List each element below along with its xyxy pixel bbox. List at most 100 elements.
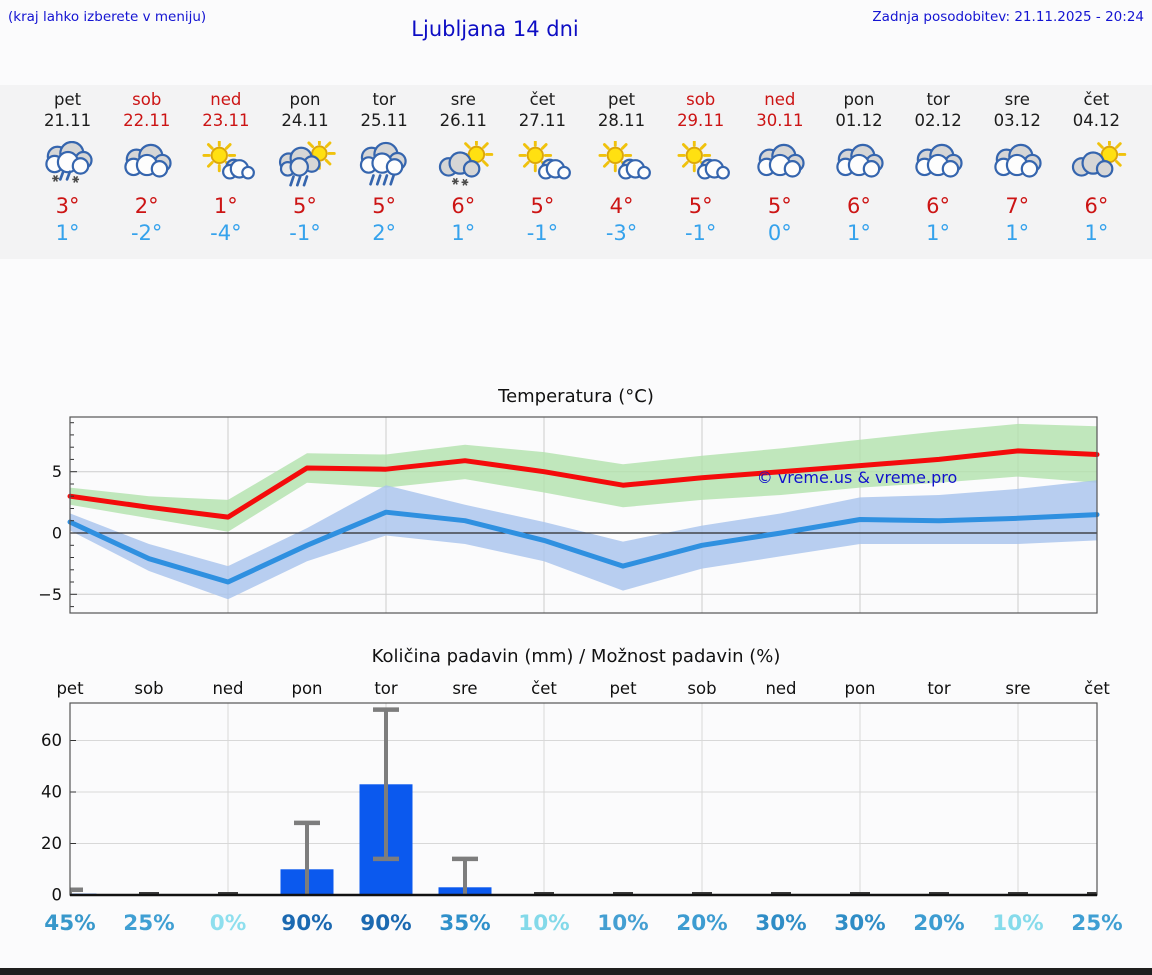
day-high-temp: 5° [372,194,397,218]
day-name: čet [1083,90,1110,109]
precip-ytick-label: 20 [41,834,62,853]
day-high-temp: 6° [451,194,476,218]
day-column[interactable]: tor 02.12 6° 1° [899,85,978,259]
day-date: 22.11 [123,111,171,130]
day-column[interactable]: ned 30.11 5° 0° [740,85,819,259]
rain-icon [359,141,407,186]
day-low-temp: 1° [55,221,80,245]
day-date: 24.11 [281,111,329,130]
day-column[interactable]: sre 26.11 6° 1° [424,85,503,259]
day-column[interactable]: pet 28.11 4° -3° [582,85,661,259]
day-strip: pet 21.11 3° 1° sob 22.11 2° -2° ned 23.11 1° -4° po… [28,85,1136,259]
day-high-temp: 5° [530,194,555,218]
day-name: sre [450,90,476,109]
cloudy-icon [123,143,172,178]
day-date: 27.11 [518,111,567,130]
day-high-temp: 5° [688,194,713,218]
day-low-temp: 1° [1005,221,1030,245]
day-strip-band: pet 21.11 3° 1° sob 22.11 2° -2° ned 23.11 1° -4° po… [0,85,1152,259]
day-column[interactable]: pet 21.11 3° 1° [28,85,107,259]
day-date: 30.11 [756,111,804,130]
cloudy-icon [757,143,805,178]
precip-probability: 90% [281,911,332,936]
day-low-temp: 2° [372,221,397,245]
day-name: pon [289,90,321,109]
snowsun-icon [439,141,494,186]
day-column[interactable]: ned 23.11 1° -4° [186,85,265,259]
temperature-chart: 5 0 −5 © vreme.us & vreme.pro [38,416,1100,614]
day-low-temp: -1° [526,221,559,245]
sleet-icon [44,141,93,183]
day-date: 21.11 [43,111,92,130]
precip-day-label: tor [927,679,951,698]
precip-day-label: pet [56,679,84,698]
day-low-temp: 1° [926,221,951,245]
temperature-chart-title: Temperatura (°C) [498,386,654,407]
day-name: ned [764,90,796,109]
day-low-temp: 1° [1084,221,1109,245]
day-column[interactable]: pon 01.12 6° 1° [819,85,898,259]
day-high-temp: 3° [55,194,80,218]
rainsun-icon [278,141,336,187]
day-column[interactable]: sre 03.12 7° 1° [978,85,1057,259]
day-date: 28.11 [597,111,646,130]
temp-ytick-label: −5 [38,585,62,604]
day-date: 01.12 [835,111,883,130]
day-high-temp: 5° [293,194,317,218]
temp-ytick-label: 0 [52,524,62,543]
day-low-temp: -2° [130,221,163,245]
day-column[interactable]: pon 24.11 5° -1° [265,85,344,259]
temp-line [67,448,1100,520]
day-high-temp: 6° [926,194,951,218]
day-date: 29.11 [677,111,725,130]
precip-day-label: pon [291,679,322,698]
day-low-temp: -3° [605,221,638,245]
day-date: 04.12 [1072,111,1121,130]
day-name: ned [210,90,242,109]
page-title: Ljubljana 14 dni [411,17,579,41]
precip-day-label: čet [1084,679,1110,698]
day-column[interactable]: čet 27.11 5° -1° [503,85,582,259]
precip-probability: 25% [123,911,174,936]
day-name: tor [372,90,396,109]
precip-probability: 30% [755,911,806,936]
last-update-label: Zadnja posodobitev: 21.11.2025 - 20:24 [872,9,1144,25]
precip-day-label: ned [212,679,243,698]
precip-ytick-label: 40 [41,783,62,802]
bottom-divider-bar [0,968,1152,975]
precip-probability: 35% [439,911,490,936]
cloudy-icon [836,143,884,178]
day-column[interactable]: sob 29.11 5° -1° [661,85,740,259]
cloudy-icon [994,143,1042,178]
precipitation-chart: pet sob ned pon tor sre čet pet sob ned pon tor sre č… [41,679,1123,936]
precip-probability: 20% [676,911,727,936]
day-low-temp: -1° [289,221,321,245]
precip-probability: 45% [44,911,95,936]
day-column[interactable]: sob 22.11 2° -2° [107,85,186,259]
day-high-temp: 7° [1005,194,1030,218]
day-date: 02.12 [914,111,962,130]
partsun-icon [202,141,255,180]
day-date: 03.12 [993,111,1041,130]
partsun-icon [518,141,572,180]
day-low-temp: 1° [847,221,871,245]
day-date: 23.11 [202,111,250,130]
day-column[interactable]: čet 04.12 6° 1° [1057,85,1136,259]
day-low-temp: 0° [767,221,792,245]
day-name: sob [132,90,162,109]
precip-day-label: ned [765,679,796,698]
day-low-temp: -4° [210,221,242,245]
precip-day-label: sre [452,679,477,698]
precipitation-chart-title: Količina padavin (mm) / Možnost padavin … [371,646,781,667]
day-column[interactable]: tor 25.11 5° 2° [345,85,424,259]
precip-day-label: pon [844,679,875,698]
day-name: čet [529,90,556,109]
day-high-temp: 6° [847,194,871,218]
cloudy-icon [915,143,963,178]
day-low-temp: -1° [684,221,717,245]
day-low-temp: 1° [451,221,476,245]
day-date: 26.11 [439,111,487,130]
precip-probability: 20% [913,911,964,936]
menu-hint-link[interactable]: (kraj lahko izberete v meniju) [8,9,207,25]
